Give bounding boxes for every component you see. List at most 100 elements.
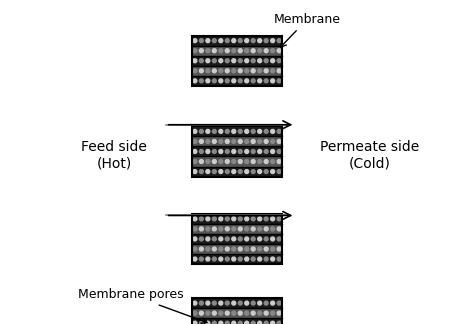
Circle shape	[251, 39, 255, 43]
Circle shape	[193, 170, 197, 174]
Circle shape	[200, 79, 203, 83]
Circle shape	[219, 139, 223, 143]
Circle shape	[258, 170, 262, 174]
Circle shape	[245, 311, 249, 315]
Circle shape	[232, 217, 236, 221]
Circle shape	[245, 39, 249, 43]
Circle shape	[238, 247, 242, 251]
Circle shape	[232, 170, 236, 174]
Circle shape	[245, 150, 249, 154]
Circle shape	[264, 301, 268, 305]
Circle shape	[251, 150, 255, 154]
Circle shape	[225, 160, 229, 163]
Circle shape	[225, 247, 229, 251]
Bar	[191, 214, 283, 264]
Text: Permeate side
(Cold): Permeate side (Cold)	[320, 140, 419, 171]
Circle shape	[232, 247, 236, 251]
Circle shape	[238, 227, 242, 231]
Circle shape	[245, 139, 249, 143]
Circle shape	[245, 301, 249, 305]
Circle shape	[232, 39, 236, 43]
Circle shape	[212, 79, 216, 83]
Circle shape	[258, 59, 262, 63]
Circle shape	[245, 237, 249, 241]
Circle shape	[271, 257, 274, 261]
Circle shape	[232, 150, 236, 154]
Circle shape	[206, 257, 210, 261]
Circle shape	[245, 170, 249, 174]
Circle shape	[264, 311, 268, 315]
Circle shape	[193, 139, 197, 143]
Circle shape	[245, 130, 249, 133]
Circle shape	[206, 150, 210, 154]
Circle shape	[258, 301, 262, 305]
Circle shape	[271, 227, 274, 231]
Circle shape	[277, 237, 281, 241]
Circle shape	[225, 130, 229, 133]
Circle shape	[264, 130, 268, 133]
Circle shape	[258, 49, 262, 53]
Circle shape	[206, 59, 210, 63]
Circle shape	[245, 59, 249, 63]
Circle shape	[212, 59, 216, 63]
Circle shape	[238, 257, 242, 261]
Circle shape	[200, 321, 203, 324]
Circle shape	[238, 311, 242, 315]
Bar	[191, 156, 283, 167]
Circle shape	[238, 49, 242, 53]
Bar	[191, 224, 283, 234]
Circle shape	[193, 237, 197, 241]
Circle shape	[225, 79, 229, 83]
Circle shape	[212, 247, 216, 251]
Circle shape	[277, 69, 281, 73]
Circle shape	[206, 79, 210, 83]
Circle shape	[264, 59, 268, 63]
Bar	[191, 136, 283, 146]
Circle shape	[219, 79, 223, 83]
Circle shape	[238, 321, 242, 324]
Circle shape	[271, 139, 274, 143]
Circle shape	[212, 227, 216, 231]
Circle shape	[277, 321, 281, 324]
Circle shape	[245, 49, 249, 53]
Circle shape	[238, 170, 242, 174]
Circle shape	[193, 150, 197, 154]
Circle shape	[251, 160, 255, 163]
Circle shape	[206, 160, 210, 163]
Circle shape	[212, 39, 216, 43]
Circle shape	[271, 49, 274, 53]
Circle shape	[258, 247, 262, 251]
Circle shape	[219, 311, 223, 315]
Circle shape	[200, 59, 203, 63]
Circle shape	[225, 170, 229, 174]
Circle shape	[206, 39, 210, 43]
Circle shape	[264, 150, 268, 154]
Circle shape	[264, 257, 268, 261]
Circle shape	[232, 311, 236, 315]
Circle shape	[245, 321, 249, 324]
Circle shape	[238, 237, 242, 241]
Circle shape	[193, 49, 197, 53]
Text: Feed side
(Hot): Feed side (Hot)	[81, 140, 147, 171]
Text: Membrane pores: Membrane pores	[78, 288, 207, 323]
Circle shape	[219, 170, 223, 174]
Circle shape	[225, 237, 229, 241]
Circle shape	[200, 217, 203, 221]
Circle shape	[225, 227, 229, 231]
Circle shape	[206, 311, 210, 315]
Circle shape	[251, 217, 255, 221]
Circle shape	[225, 49, 229, 53]
Circle shape	[245, 247, 249, 251]
Circle shape	[251, 139, 255, 143]
Circle shape	[245, 257, 249, 261]
Circle shape	[206, 170, 210, 174]
Circle shape	[264, 321, 268, 324]
Circle shape	[212, 301, 216, 305]
Circle shape	[219, 69, 223, 73]
Circle shape	[206, 217, 210, 221]
Circle shape	[193, 301, 197, 305]
Circle shape	[225, 69, 229, 73]
Circle shape	[238, 79, 242, 83]
Circle shape	[219, 39, 223, 43]
Circle shape	[219, 150, 223, 154]
